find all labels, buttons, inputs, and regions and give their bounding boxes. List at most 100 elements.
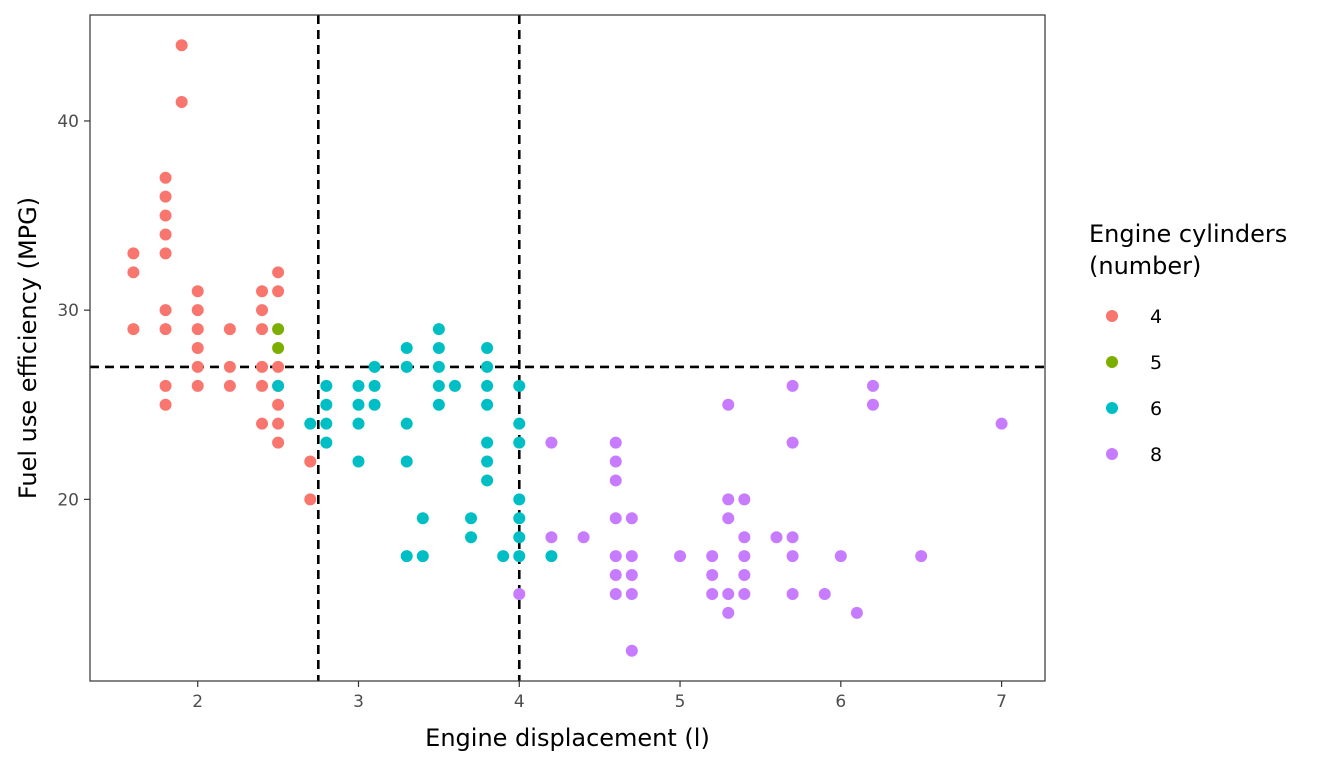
data-point <box>320 379 333 392</box>
data-point <box>256 379 269 392</box>
data-point <box>159 190 172 203</box>
legend: Engine cylinders (number) 4 5 6 8 <box>1089 220 1287 466</box>
x-tick-label: 5 <box>675 692 686 712</box>
data-point <box>272 323 285 336</box>
data-point <box>352 417 365 430</box>
data-point <box>770 531 783 544</box>
legend-label: 5 <box>1150 352 1162 374</box>
data-point <box>513 587 526 600</box>
data-point <box>191 304 204 317</box>
data-point <box>706 569 719 582</box>
legend-label: 6 <box>1150 398 1162 420</box>
data-point <box>706 550 719 563</box>
data-point <box>304 493 317 506</box>
y-tick-label: 40 <box>57 112 79 132</box>
data-point <box>432 379 445 392</box>
legend-title-line-1: Engine cylinders <box>1089 220 1287 248</box>
data-point <box>722 606 735 619</box>
data-point <box>513 493 526 506</box>
data-point <box>400 360 413 373</box>
data-point <box>432 323 445 336</box>
data-point <box>722 493 735 506</box>
data-point <box>738 550 751 563</box>
data-point <box>175 96 188 109</box>
data-point <box>481 342 494 354</box>
legend-items: 4 5 6 8 <box>1106 306 1162 466</box>
data-point <box>722 398 735 411</box>
data-point <box>191 323 204 336</box>
data-point <box>127 323 140 336</box>
x-tick-label: 3 <box>353 692 364 712</box>
x-tick-label: 6 <box>835 692 846 712</box>
data-point <box>159 304 172 317</box>
data-point <box>625 550 638 563</box>
data-point <box>513 417 526 430</box>
data-point <box>481 474 494 487</box>
y-tick-label: 30 <box>57 301 79 321</box>
data-point <box>320 398 333 411</box>
y-tick-label: 20 <box>57 490 79 510</box>
x-tick-label: 7 <box>996 692 1007 712</box>
legend-key <box>1106 402 1118 414</box>
data-point <box>625 644 638 657</box>
legend-title-line-2: (number) <box>1089 252 1201 280</box>
data-point <box>272 398 285 411</box>
data-point <box>320 417 333 430</box>
x-axis: 2 3 4 5 6 7 <box>192 681 1007 712</box>
data-point <box>481 398 494 411</box>
legend-label: 4 <box>1150 306 1162 328</box>
x-axis-title: Engine displacement (l) <box>425 724 710 752</box>
data-point <box>481 379 494 392</box>
data-point <box>256 323 269 336</box>
data-point <box>191 285 204 298</box>
data-point <box>513 531 526 544</box>
data-point <box>481 436 494 449</box>
data-point <box>448 379 461 392</box>
data-point <box>368 379 381 392</box>
data-point <box>609 474 622 487</box>
data-point <box>432 398 445 411</box>
data-point <box>352 379 365 392</box>
data-point <box>320 436 333 449</box>
data-point <box>706 587 719 600</box>
data-point <box>272 360 285 373</box>
data-point <box>159 247 172 260</box>
y-axis-title: Fuel use efficiency (MPG) <box>14 197 42 499</box>
data-point <box>465 512 478 525</box>
data-point <box>625 569 638 582</box>
data-points <box>127 39 1008 657</box>
data-point <box>223 379 236 392</box>
data-point <box>352 398 365 411</box>
data-point <box>368 360 381 373</box>
data-point <box>850 606 863 619</box>
x-tick-label: 2 <box>192 692 203 712</box>
data-point <box>256 285 269 298</box>
data-point <box>609 512 622 525</box>
data-point <box>722 587 735 600</box>
data-point <box>256 360 269 373</box>
data-point <box>674 550 687 563</box>
data-point <box>481 455 494 468</box>
data-point <box>834 550 847 563</box>
reference-lines <box>90 15 1045 681</box>
data-point <box>432 360 445 373</box>
data-point <box>368 398 381 411</box>
data-point <box>866 398 879 411</box>
data-point <box>400 417 413 430</box>
data-point <box>223 323 236 336</box>
data-point <box>738 493 751 506</box>
y-axis: 20 30 40 <box>57 112 90 510</box>
data-point <box>609 569 622 582</box>
data-point <box>786 436 799 449</box>
data-point <box>513 379 526 392</box>
data-point <box>609 587 622 600</box>
data-point <box>432 342 445 354</box>
data-point <box>625 587 638 600</box>
data-point <box>304 455 317 468</box>
data-point <box>304 417 317 430</box>
data-point <box>159 323 172 336</box>
data-point <box>577 531 590 544</box>
data-point <box>545 550 558 563</box>
data-point <box>609 550 622 563</box>
